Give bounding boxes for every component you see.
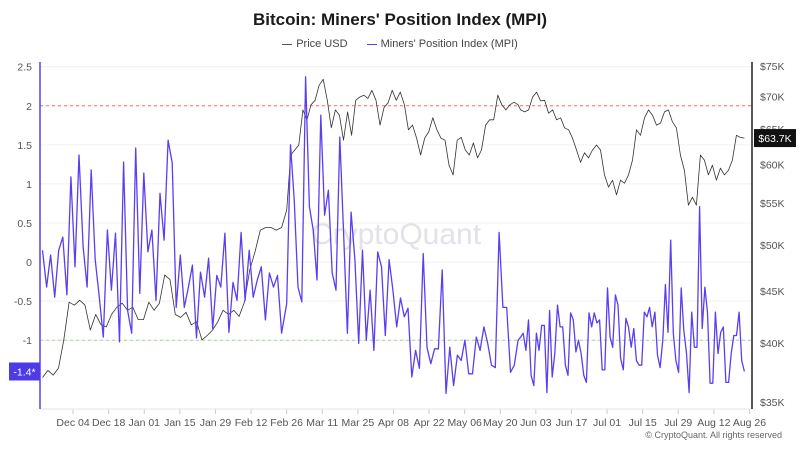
- legend-item-price[interactable]: Price USD: [282, 38, 348, 50]
- y-right-tick-label: $40K: [760, 338, 785, 350]
- y-right-tick-label: $70K: [760, 92, 785, 104]
- x-tick-label: Jul 01: [593, 417, 621, 429]
- y-left-tick-label: -0.5: [14, 296, 32, 308]
- y-right-tick-label: $45K: [760, 286, 785, 298]
- x-tick-label: Jan 29: [200, 417, 232, 429]
- y-right-tick-label: $75K: [760, 61, 785, 73]
- watermark: CryptoQuant: [311, 218, 482, 251]
- x-tick-label: Jun 17: [556, 417, 588, 429]
- price-last-value-label: $63.7K: [758, 133, 791, 145]
- x-tick-label: Jul 15: [629, 417, 657, 429]
- x-tick-label: Aug 26: [733, 417, 766, 429]
- y-left-tick-label: 0: [26, 257, 32, 269]
- x-tick-label: Feb 12: [235, 417, 268, 429]
- x-tick-label: Aug 12: [697, 417, 730, 429]
- x-tick-label: Mar 25: [342, 417, 375, 429]
- legend: Price USD Miners' Position Index (MPI): [0, 38, 800, 50]
- y-left-tick-label: 1.5: [17, 140, 32, 152]
- y-right-tick-label: $35K: [760, 397, 785, 409]
- y-left-tick-label: -1: [23, 335, 32, 347]
- y-left-tick-label: 2.5: [17, 62, 32, 74]
- legend-label-mpi: Miners' Position Index (MPI): [380, 38, 518, 50]
- x-tick-label: Jul 29: [664, 417, 692, 429]
- x-tick-label: Dec 04: [56, 417, 89, 429]
- chart-title: Bitcoin: Miners' Position Index (MPI): [253, 10, 547, 29]
- legend-swatch-price: [282, 43, 293, 45]
- x-tick-label: Apr 22: [414, 417, 445, 429]
- y-left-tick-label: 1: [26, 179, 32, 191]
- x-tick-label: Jun 03: [520, 417, 552, 429]
- copyright-footer: © CryptoQuant. All rights reserved: [645, 430, 782, 440]
- x-tick-label: Mar 11: [306, 417, 338, 429]
- mpi-last-value-badge: [9, 362, 40, 381]
- legend-swatch-mpi: [366, 43, 377, 45]
- x-tick-label: Apr 08: [378, 417, 409, 429]
- x-tick-label: Jan 01: [128, 417, 160, 429]
- x-tick-label: Feb 26: [270, 417, 303, 429]
- legend-item-mpi[interactable]: Miners' Position Index (MPI): [366, 38, 518, 50]
- y-left-tick-label: 0.5: [17, 218, 32, 230]
- y-left-tick-label: 2: [26, 101, 32, 113]
- mpi-last-value-label: -1.4*: [13, 366, 35, 378]
- x-tick-label: Dec 18: [92, 417, 125, 429]
- price-usd-line: [42, 78, 745, 378]
- price-last-value-badge: [754, 129, 796, 148]
- y-right-tick-label: $60K: [760, 159, 785, 171]
- mpi-line: [41, 76, 746, 395]
- y-right-tick-label: $50K: [760, 240, 785, 252]
- legend-label-price: Price USD: [296, 38, 348, 50]
- x-tick-label: Jan 15: [164, 417, 196, 429]
- x-tick-label: May 20: [483, 417, 518, 429]
- y-right-tick-label: $55K: [760, 198, 785, 210]
- x-tick-label: May 06: [447, 417, 482, 429]
